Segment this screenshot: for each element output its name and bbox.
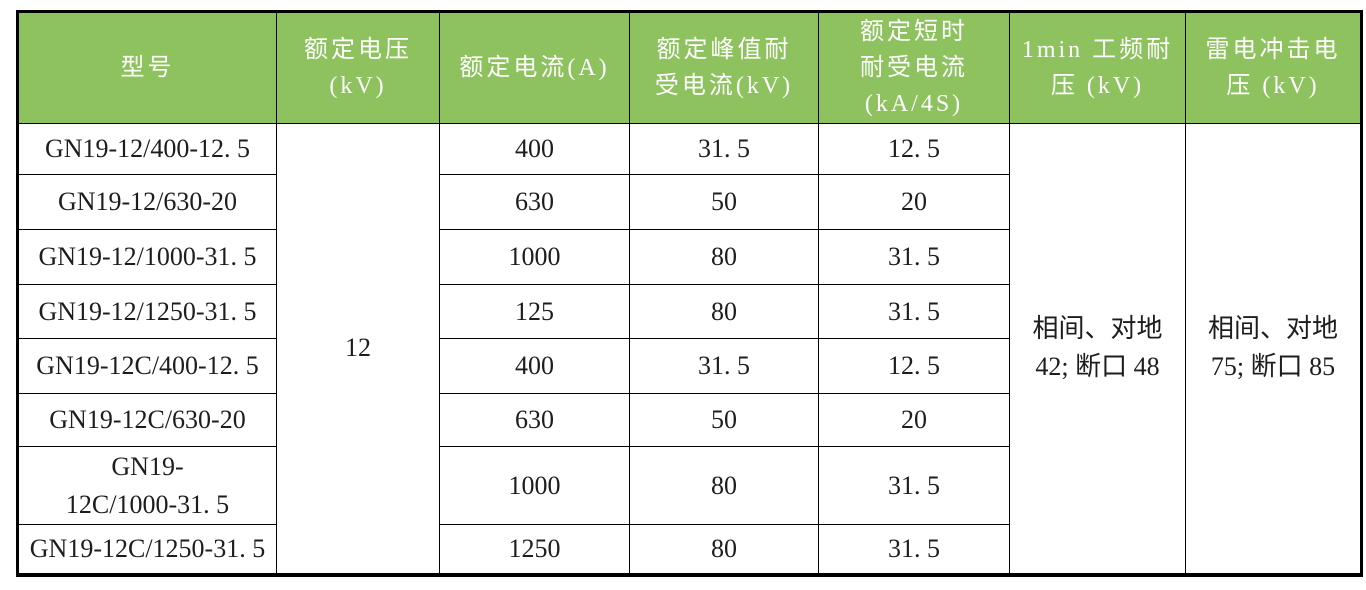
cell-short-time: 20 (818, 174, 1010, 230)
cell-rated-current: 1000 (439, 446, 630, 525)
cell-short-time: 20 (818, 393, 1010, 447)
cell-peak-withstand: 31. 5 (629, 338, 819, 394)
cell-rated-current: 400 (439, 338, 630, 394)
table-row: GN19- 12C/1000-31. 5 1000 80 31. 5 (17, 446, 1362, 525)
cell-peak-withstand: 80 (629, 229, 819, 285)
cell-short-time: 31. 5 (818, 229, 1010, 285)
col-header-peak-withstand-current: 额定峰值耐 受电流(kV) (629, 11, 819, 124)
table-row: GN19-12C/400-12. 5 400 31. 5 12. 5 (17, 338, 1362, 394)
table-row: GN19-12/400-12. 5 12 400 31. 5 12. 5 相间、… (17, 123, 1362, 575)
cell-peak-withstand: 80 (629, 446, 819, 525)
col-header-rated-current: 额定电流(A) (439, 11, 630, 124)
cell-rated-current: 1250 (439, 524, 630, 575)
cell-short-time: 12. 5 (818, 338, 1010, 394)
cell-model: GN19-12/630-20 (17, 174, 277, 230)
cell-rated-current: 630 (439, 174, 630, 230)
spec-table: 型号 额定电压 (kV) 额定电流(A) 额定峰值耐 受电流(kV) 额定短时 … (16, 10, 1363, 577)
cell-peak-withstand: 50 (629, 174, 819, 230)
cell-short-time: 31. 5 (818, 524, 1010, 575)
cell-model: GN19-12/1000-31. 5 (17, 229, 277, 285)
cell-rated-current: 1000 (439, 229, 630, 285)
cell-rated-current: 125 (439, 284, 630, 339)
cell-rated-current: 630 (439, 393, 630, 447)
table-row: GN19-12C/630-20 630 50 20 (17, 393, 1362, 447)
cell-peak-withstand: 31. 5 (629, 123, 819, 175)
cell-model: GN19-12C/630-20 (17, 393, 277, 447)
cell-peak-withstand: 80 (629, 284, 819, 339)
cell-model: GN19-12C/1250-31. 5 (17, 524, 277, 575)
cell-model: GN19-12C/400-12. 5 (17, 338, 277, 394)
col-header-model: 型号 (17, 11, 277, 124)
col-header-rated-voltage: 额定电压 (kV) (276, 11, 440, 124)
col-header-short-time-current: 额定短时 耐受电流 (kA/4S) (818, 11, 1010, 124)
table-row: GN19-12C/1250-31. 5 1250 80 31. 5 (17, 524, 1362, 575)
cell-rated-voltage-merged: 12 (276, 123, 440, 575)
cell-rated-current: 400 (439, 123, 630, 175)
header-row: 型号 额定电压 (kV) 额定电流(A) 额定峰值耐 受电流(kV) 额定短时 … (17, 11, 1362, 124)
cell-short-time: 31. 5 (818, 284, 1010, 339)
cell-peak-withstand: 50 (629, 393, 819, 447)
cell-power-frequency-merged: 相间、对地 42; 断口 48 (1009, 123, 1186, 575)
table-row: GN19-12/1250-31. 5 125 80 31. 5 (17, 284, 1362, 339)
cell-short-time: 31. 5 (818, 446, 1010, 525)
cell-model: GN19- 12C/1000-31. 5 (17, 446, 277, 525)
table-row: GN19-12/1000-31. 5 1000 80 31. 5 (17, 229, 1362, 285)
col-header-lightning-impulse: 雷电冲击电 压 (kV) (1185, 11, 1362, 124)
col-header-power-frequency-withstand: 1min 工频耐 压 (kV) (1009, 11, 1186, 124)
cell-short-time: 12. 5 (818, 123, 1010, 175)
cell-model: GN19-12/1250-31. 5 (17, 284, 277, 339)
cell-peak-withstand: 80 (629, 524, 819, 575)
cell-model: GN19-12/400-12. 5 (17, 123, 277, 175)
cell-lightning-impulse-merged: 相间、对地 75; 断口 85 (1185, 123, 1362, 575)
